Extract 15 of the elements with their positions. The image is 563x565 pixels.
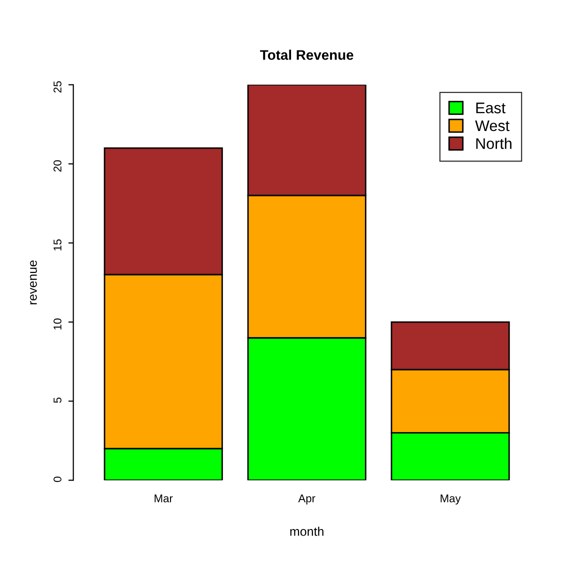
legend-label: North <box>476 138 512 149</box>
y-tick-label: 20 <box>54 160 62 172</box>
y-tick-label: 10 <box>54 318 62 330</box>
x-tick-label: Apr <box>298 494 316 504</box>
y-tick-label: 15 <box>54 239 62 250</box>
x-tick-label: Mar <box>154 494 173 502</box>
y-tick-label: 25 <box>54 81 62 93</box>
legend-label: East <box>476 102 506 114</box>
y-axis-title: revenue <box>30 260 37 304</box>
x-tick-label: May <box>440 494 461 504</box>
x-axis-title: month <box>290 526 324 536</box>
legend-label: West <box>475 120 510 132</box>
y-tick-label: 0 <box>54 476 62 482</box>
y-tick-label: 5 <box>54 398 62 403</box>
chart-title: Total Revenue <box>260 50 354 60</box>
